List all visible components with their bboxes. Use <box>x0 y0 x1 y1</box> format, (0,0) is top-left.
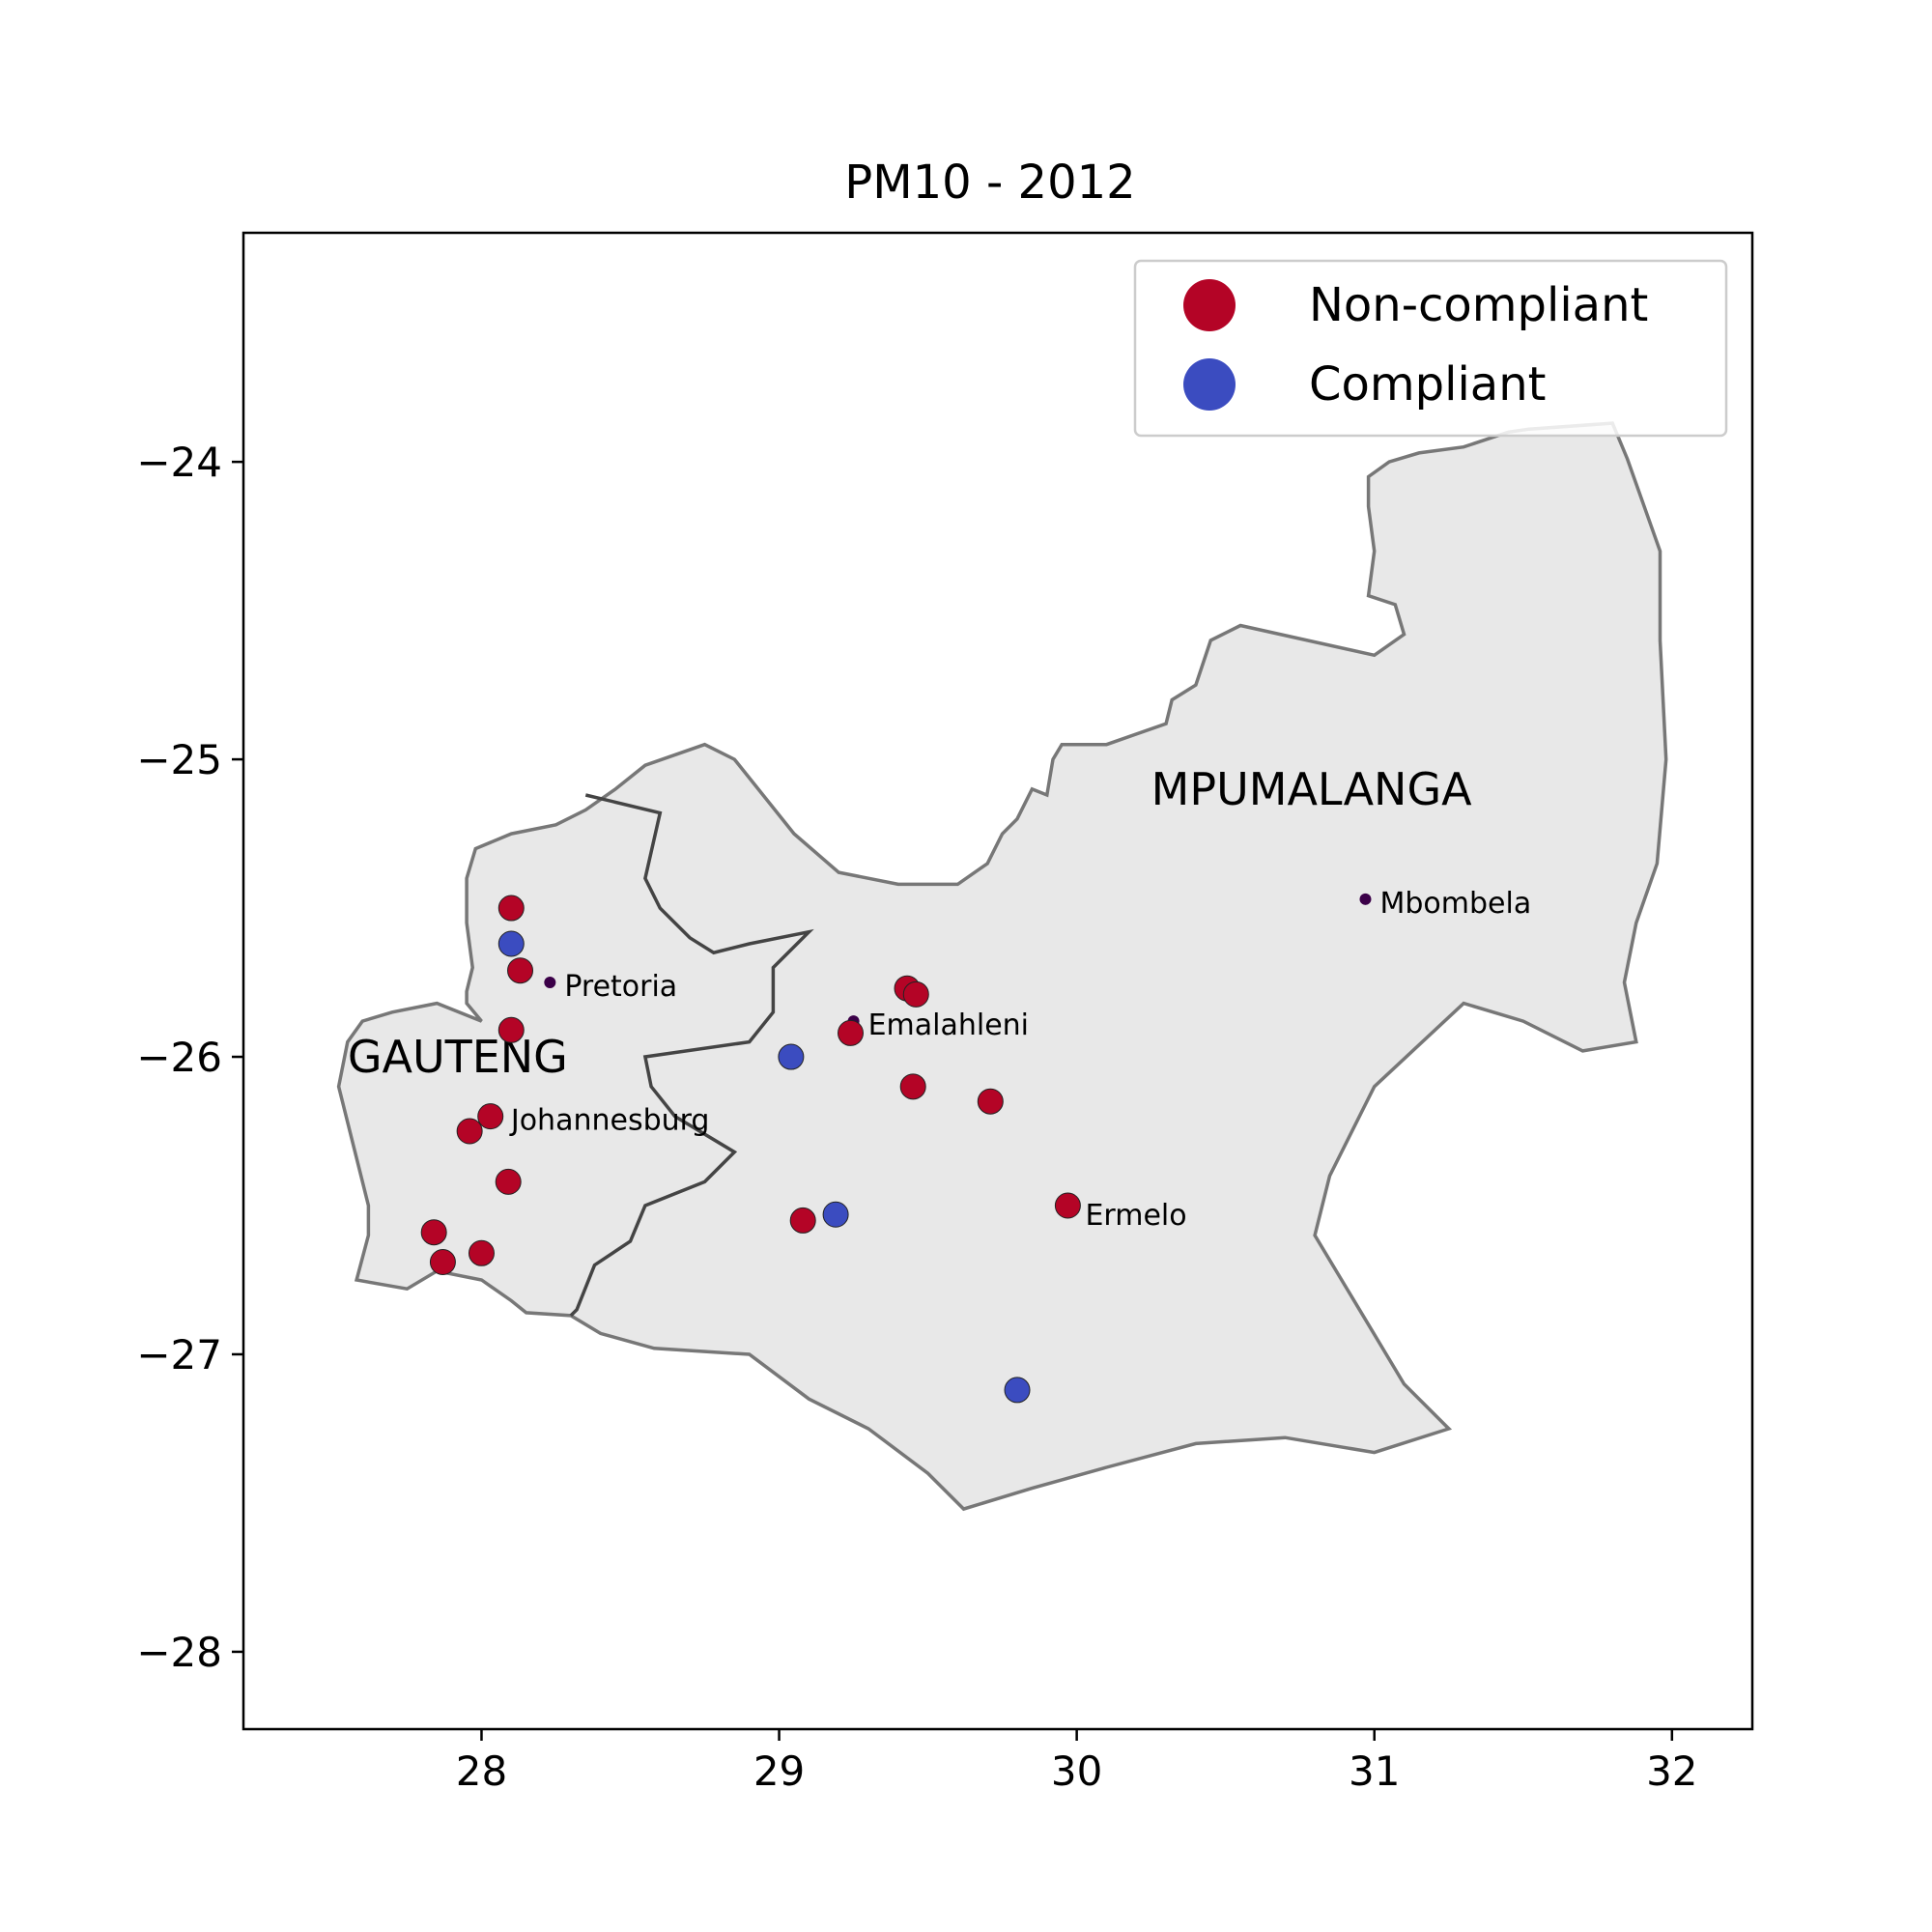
plot-area <box>336 421 1668 1512</box>
station-non-compliant-11 <box>837 1019 864 1046</box>
legend: Non-compliant Compliant <box>1133 259 1728 438</box>
legend-compliant-label: Compliant <box>1309 357 1546 412</box>
legend-compliant-marker <box>1183 358 1236 411</box>
station-non-compliant-1 <box>507 957 534 984</box>
y-axis: −24 −25 −26 −27 −28 <box>136 439 243 1676</box>
province-outline <box>336 421 1668 1512</box>
station-non-compliant-10 <box>902 980 929 1008</box>
province-border <box>569 793 814 1318</box>
chart-title: PM10 - 2012 <box>844 156 1135 210</box>
station-non-compliant-13 <box>977 1088 1004 1115</box>
station-markers <box>420 895 1081 1404</box>
x-tick-label: 30 <box>1051 1747 1102 1795</box>
city-marker-mbombela <box>1359 893 1372 905</box>
y-tick-label: −24 <box>136 439 222 486</box>
station-non-compliant-2 <box>497 1016 525 1043</box>
y-tick-label: −28 <box>136 1629 222 1676</box>
station-non-compliant-8 <box>468 1239 495 1266</box>
y-tick-label: −25 <box>136 736 222 783</box>
station-non-compliant-12 <box>899 1073 926 1100</box>
x-tick-label: 29 <box>753 1747 805 1795</box>
station-non-compliant-0 <box>497 895 525 922</box>
city-label-ermelo: Ermelo <box>1085 1199 1186 1233</box>
station-compliant-0 <box>497 930 525 957</box>
x-axis: 28 29 30 31 32 <box>456 1729 1698 1795</box>
y-tick-label: −26 <box>136 1034 222 1081</box>
region-labels: GAUTENG MPUMALANGA <box>348 763 1472 1083</box>
station-compliant-2 <box>822 1201 849 1228</box>
city-marker-pretoria <box>544 977 556 989</box>
station-non-compliant-3 <box>477 1103 504 1130</box>
axes-frame <box>242 231 1754 1731</box>
region-label-gauteng: GAUTENG <box>348 1031 568 1083</box>
station-compliant-3 <box>1004 1377 1031 1404</box>
legend-non-compliant-label: Non-compliant <box>1309 278 1648 332</box>
station-non-compliant-4 <box>456 1118 483 1145</box>
station-non-compliant-5 <box>495 1168 522 1195</box>
station-compliant-1 <box>778 1043 805 1070</box>
city-label-emalahleni: Emalahleni <box>868 1009 1029 1042</box>
y-tick-label: −27 <box>136 1331 222 1378</box>
station-non-compliant-7 <box>429 1249 456 1276</box>
legend-non-compliant-marker <box>1183 279 1236 331</box>
city-label-johannesburg: Johannesburg <box>509 1104 710 1138</box>
station-non-compliant-15 <box>789 1207 816 1234</box>
region-label-mpumalanga: MPUMALANGA <box>1151 763 1472 815</box>
x-tick-label: 32 <box>1646 1747 1697 1795</box>
city-label-mbombela: Mbombela <box>1379 887 1531 921</box>
legend-box <box>1133 259 1728 438</box>
city-markers: Pretoria Emalahleni Johannesburg Mbombela Er… <box>490 887 1531 1233</box>
city-label-pretoria: Pretoria <box>564 970 677 1004</box>
station-non-compliant-6 <box>420 1219 447 1246</box>
station-non-compliant-14 <box>1054 1192 1081 1219</box>
x-tick-label: 28 <box>456 1747 507 1795</box>
x-tick-label: 31 <box>1349 1747 1400 1795</box>
